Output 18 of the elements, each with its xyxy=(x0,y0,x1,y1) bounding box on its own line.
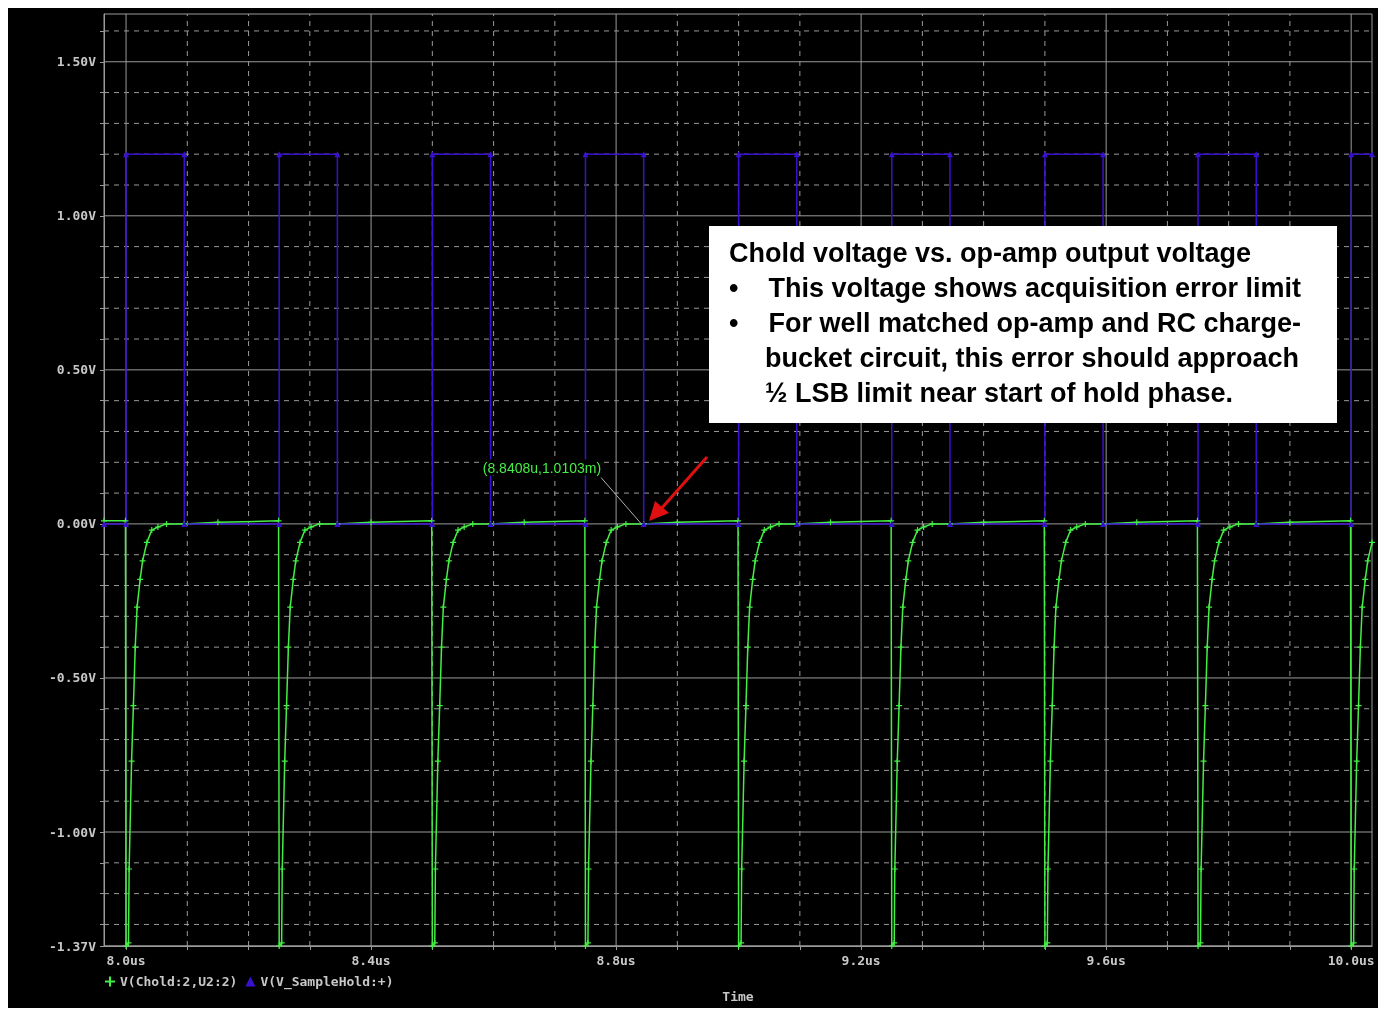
y-tick-label: 1.50V xyxy=(56,54,97,70)
legend-label: V(V_SampleHold:+) xyxy=(260,974,394,990)
annotation: Chold voltage vs. op-amp output voltage • This voltage shows acquisition error limit • For well matched op-amp and RC charge-bucket circuit, this error should approach ½ LSB limit near start of hold phase. xyxy=(729,237,1303,410)
legend-label: V(Chold:2,U2:2) xyxy=(120,974,238,989)
y-tick-label: -1.00V xyxy=(49,824,97,840)
y-tick-label: -1.37V xyxy=(49,938,97,954)
x-tick-label: 9.6us xyxy=(1086,953,1126,968)
annotation: (8.8408u,1.0103m) xyxy=(482,459,602,476)
x-tick-label: 10.0us xyxy=(1327,953,1375,968)
y-tick-label: 0.00V xyxy=(56,516,97,532)
y-tick-label: 0.50V xyxy=(56,362,97,378)
x-tick-label: 8.8us xyxy=(596,953,636,968)
x-tick-label: 9.2us xyxy=(841,953,881,968)
y-tick-label: 1.00V xyxy=(56,208,97,224)
x-tick-label: 8.4us xyxy=(351,953,391,968)
y-tick-label: -0.50V xyxy=(49,670,97,686)
x-axis-title: Time xyxy=(722,989,754,1004)
x-tick-label: 8.0us xyxy=(106,953,146,968)
